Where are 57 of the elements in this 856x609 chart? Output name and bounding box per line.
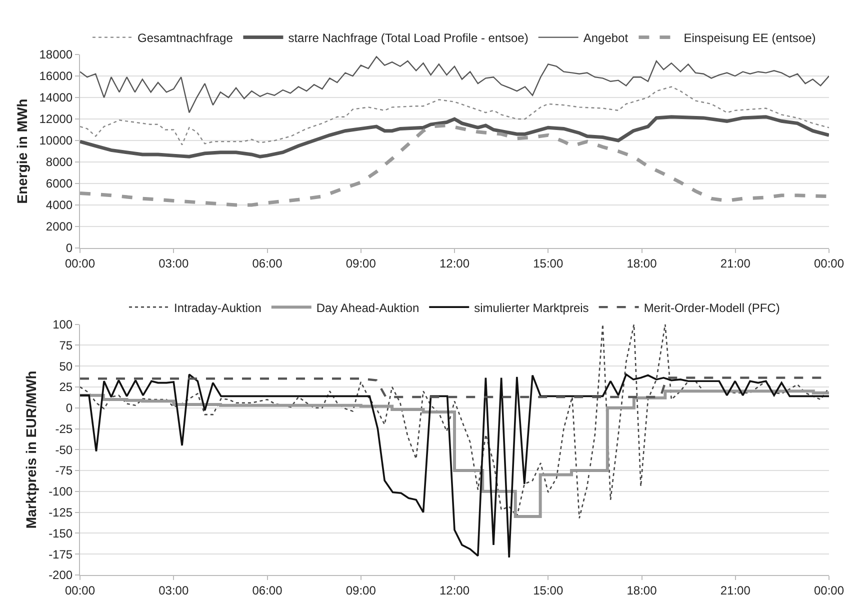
y-tick-label: -75 xyxy=(55,464,73,478)
y-tick-label: -125 xyxy=(48,506,73,520)
y-tick-label: 14000 xyxy=(39,90,73,105)
y-tick-label: 16000 xyxy=(39,69,73,84)
x-tick-label: 18:00 xyxy=(626,256,658,270)
legend-label: Day Ahead-Auktion xyxy=(316,300,420,315)
y-tick-label: -100 xyxy=(48,484,73,499)
x-tick-label: 00:00 xyxy=(64,256,96,270)
line-series xyxy=(80,324,829,519)
x-tick-label: 00:00 xyxy=(64,583,96,598)
x-tick-label: 03:00 xyxy=(158,256,189,270)
line-series xyxy=(80,124,829,207)
legend-label: Intraday-Auktion xyxy=(174,300,262,315)
legend-label: Einspeisung EE (entsoe) xyxy=(684,30,816,45)
line-series xyxy=(80,374,829,558)
x-tick-label: 09:00 xyxy=(346,256,376,270)
y-tick-label: 50 xyxy=(59,359,73,374)
legend-label: Gesamtnachfrage xyxy=(138,30,234,45)
y-tick-label: -50 xyxy=(55,442,73,457)
x-tick-label: 03:00 xyxy=(158,583,189,598)
y-tick-label: 4000 xyxy=(46,198,73,212)
legend-label: Angebot xyxy=(583,30,629,45)
x-tick-label: 15:00 xyxy=(533,583,564,598)
x-tick-label: 00:00 xyxy=(814,256,844,270)
x-tick-label: 06:00 xyxy=(252,256,283,270)
y-axis-title: Marktpreis in EUR/MWh xyxy=(23,370,40,529)
x-tick-label: 00:00 xyxy=(814,583,844,598)
y-tick-label: 6000 xyxy=(46,176,73,191)
y-tick-label: 25 xyxy=(59,380,73,394)
y-tick-label: 2000 xyxy=(46,220,73,234)
legend-label: simulierter Marktpreis xyxy=(474,300,589,315)
y-tick-label: 0 xyxy=(66,241,73,256)
line-series xyxy=(80,115,829,158)
y-tick-label: -150 xyxy=(48,526,73,540)
y-tick-label: 12000 xyxy=(39,112,73,126)
y-tick-label: 0 xyxy=(66,401,73,416)
y-tick-label: 18000 xyxy=(39,48,73,62)
x-tick-label: 09:00 xyxy=(346,583,376,598)
y-tick-label: 100 xyxy=(52,318,73,332)
line-series xyxy=(80,56,829,114)
y-tick-label: 8000 xyxy=(46,155,73,170)
y-tick-label: 10000 xyxy=(39,134,73,148)
y-tick-label: -25 xyxy=(55,422,73,436)
x-tick-label: 18:00 xyxy=(626,583,658,598)
x-tick-label: 15:00 xyxy=(533,256,564,270)
y-tick-label: -175 xyxy=(48,547,73,562)
legend-label: Merit-Order-Modell (PFC) xyxy=(644,300,780,315)
y-tick-label: 75 xyxy=(59,338,73,352)
y-tick-label: -200 xyxy=(48,568,73,582)
x-tick-label: 21:00 xyxy=(720,256,751,270)
x-tick-label: 21:00 xyxy=(720,583,751,598)
line-series xyxy=(80,86,829,146)
x-tick-label: 06:00 xyxy=(252,583,283,598)
y-axis-title: Energie in MWh xyxy=(14,98,30,204)
x-tick-label: 12:00 xyxy=(439,256,470,270)
x-tick-label: 12:00 xyxy=(439,583,470,598)
legend-label: starre Nachfrage (Total Load Profile - entsoe) xyxy=(288,30,528,45)
